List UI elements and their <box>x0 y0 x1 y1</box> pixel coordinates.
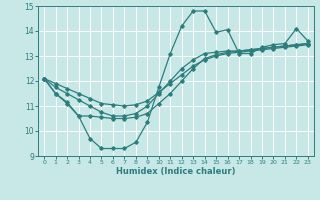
X-axis label: Humidex (Indice chaleur): Humidex (Indice chaleur) <box>116 167 236 176</box>
